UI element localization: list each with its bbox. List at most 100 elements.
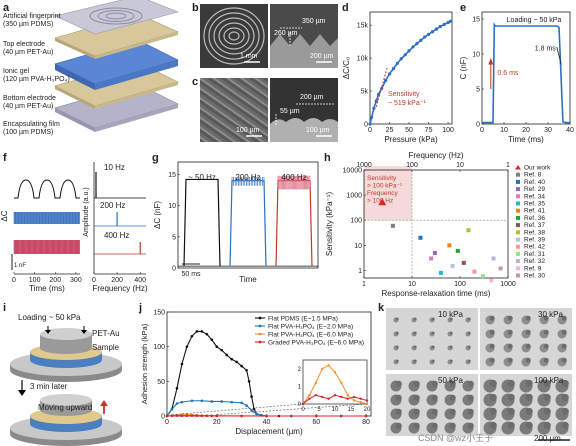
k-label-10kpa: 10 kPa [438, 310, 463, 319]
y-tick-label: 5 [476, 87, 480, 94]
layer-stack-illustration [54, 0, 179, 132]
panel-k-label: k [378, 302, 385, 314]
panel-h: h 1 1000 10 100 100 10 1000 1 1 10 100 1000 10000 Fre… [322, 150, 576, 300]
layer-label-top-electrode: Top electrode (40 µm PET-Au) [3, 41, 54, 56]
legend-marker [516, 201, 520, 206]
data-point [407, 49, 411, 53]
x-tick-label: 200 [49, 277, 61, 284]
scale-label-c-right: 100 µm [306, 127, 330, 134]
plot-frame [481, 11, 571, 125]
series-point [235, 360, 238, 364]
legend-entry: Ref. 37 [524, 222, 545, 229]
series-point [175, 386, 179, 390]
series-point [180, 362, 184, 366]
y-axis-label: Adhesion strength (kPa) [140, 323, 149, 404]
scale-bar-label: 1 nF [14, 263, 26, 269]
contact-spot-lobe [467, 408, 474, 415]
inset-series-point [321, 367, 324, 370]
y-axis-label: Sensitivity (kPa⁻¹) [325, 192, 334, 257]
legend-marker [516, 172, 520, 177]
legend-marker [516, 251, 520, 256]
dim-label-c-1: 55 µm [280, 108, 300, 115]
contact-spot-lobe [525, 315, 531, 321]
y-tick-label: 1000 [346, 193, 362, 200]
data-point [399, 57, 403, 61]
contact-spot-lobe [543, 393, 551, 401]
highlight-region [364, 166, 412, 221]
panel-g-label: g [152, 152, 159, 164]
y-axis-label-right: Amplitude (a.u.) [83, 187, 90, 236]
x-tick-label: 0 [480, 127, 484, 134]
highlight-annotation: Frequency [367, 190, 398, 197]
legend-marker [258, 324, 262, 328]
inset-series-point [308, 394, 311, 397]
x-tick-label: 1000 [500, 281, 516, 288]
series-point [250, 409, 253, 412]
x-tick-label: 200 [111, 277, 123, 284]
point-reference [429, 256, 434, 261]
contact-spot-lobe [507, 379, 515, 387]
data-point [368, 122, 372, 126]
panel-g: g 0 5 10 15 ΔC (nF) Time ~ 50 Hz 200 Hz 400 Hz 50… [150, 150, 322, 300]
x-tick-label: 400 [134, 277, 146, 284]
contact-spot-lobe [449, 408, 456, 415]
panel-c-label: c [192, 76, 199, 88]
inset-series-point [308, 397, 311, 400]
data-point [415, 42, 419, 46]
contact-imprint-images [386, 308, 572, 441]
inset-x-tick-label: 15 [348, 407, 355, 413]
contact-spot-lobe [395, 359, 399, 363]
top-tick-label: 1 [506, 162, 510, 169]
highlight-annotation: Sensitivity [367, 175, 397, 182]
inset-series-point [314, 381, 317, 385]
panel-d: d 0 25 50 75 100 0 5k 10k 15k Pressure (kPa) ΔC/C₀… [340, 0, 458, 150]
y-tick-label: 10 [168, 203, 176, 210]
panel-d-label: d [342, 2, 349, 14]
series-point [180, 400, 184, 404]
contact-spot-lobe [431, 359, 435, 363]
series-point [195, 330, 199, 333]
panel-f: f 0 100 200 300 Time (ms) ΔC 1 nF 0 200 400 Freque… [0, 150, 150, 300]
data-point [372, 106, 376, 110]
loading-annotation: Loading ~ 50 kPa [507, 17, 562, 24]
data-point [434, 27, 438, 31]
x-tick-label: 20 [213, 419, 221, 426]
x-tick-label: 1 [362, 281, 366, 288]
point-reference [480, 274, 485, 279]
freq-label-400hz: 400 Hz [104, 231, 129, 240]
legend-marker [516, 187, 520, 192]
contact-spot-lobe [431, 422, 438, 429]
fall-arrow [556, 46, 562, 65]
panel-a: a Artificial fingerprint (350 µm PDMS) To… [0, 0, 190, 150]
sensitivity-annotation: Sensitivity [388, 91, 420, 98]
data-line [482, 21, 570, 124]
adhesion-test-illustration [10, 326, 122, 446]
x-tick-label: 40 [566, 127, 574, 134]
layer-label-encapsulating: Encapsulating film (100 µm PDMS) [3, 121, 60, 136]
inset-series-point [365, 399, 369, 402]
y-tick-label: 15 [472, 17, 480, 24]
fingerprint-spiral [203, 7, 265, 65]
x-tick-label: 100 [29, 277, 41, 284]
series-point [185, 345, 189, 348]
panel-i-pet-label: PET-Au [92, 329, 120, 338]
y-tick-label: 0 [364, 122, 368, 129]
data-point [384, 78, 388, 83]
contact-spot-lobe [431, 380, 438, 387]
inset-y-tick-label: 1 [298, 384, 302, 390]
contact-spot-lobe [543, 357, 549, 363]
legend-marker [516, 237, 520, 242]
y-tick-label: 100 [350, 218, 362, 225]
contact-spot-lobe [561, 343, 567, 349]
legend-entry: Ref. 36 [524, 215, 545, 222]
legend-entry: Ref. 40 [524, 179, 545, 186]
inset-series-point [359, 397, 362, 400]
series-point [255, 412, 258, 416]
series-point [247, 380, 251, 383]
response-time-chart: 0 10 20 30 40 0 5 10 15 Time (ms) C (nF) Loading ~ … [459, 11, 574, 144]
legend-entry: Ref. 35 [524, 201, 545, 208]
pressure-response-chart: 0 25 50 75 100 0 5k 10k 15k Pressure (kPa) ΔC/C₀ Se… [342, 11, 454, 144]
series-point [210, 338, 214, 342]
series-point [165, 414, 169, 418]
